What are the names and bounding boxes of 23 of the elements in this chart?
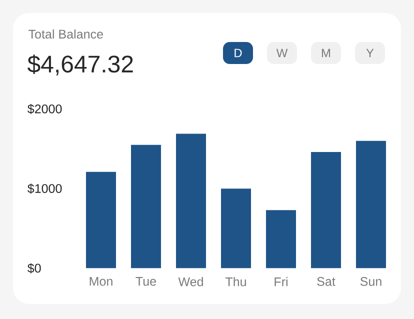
text: W: [276, 48, 288, 58]
x-tick-label: Thu: [225, 277, 246, 286]
bar: [86, 172, 116, 268]
bar: [311, 152, 341, 268]
text: Y: [366, 48, 374, 58]
bar: [220, 188, 251, 268]
text: D: [234, 48, 242, 58]
bar: [356, 140, 386, 268]
x-tick-label: Sun: [360, 277, 382, 286]
bar: [176, 134, 206, 268]
x-tick-label: Sat: [317, 277, 336, 286]
chart-subtitle: $4,647.32: [28, 54, 133, 76]
y-tick-label: $0: [28, 263, 41, 274]
text: M: [322, 48, 330, 58]
x-tick-label: Mon: [90, 277, 112, 286]
y-tick-label: $2000: [28, 104, 62, 114]
bar: [266, 210, 296, 268]
chart-title: Total Balance: [28, 29, 103, 39]
x-tick-label: Wed: [178, 277, 203, 286]
x-tick-label: Tue: [136, 277, 156, 286]
bar: [131, 144, 161, 268]
x-tick-label: Fri: [274, 277, 288, 286]
y-tick-label: $1000: [28, 184, 62, 194]
